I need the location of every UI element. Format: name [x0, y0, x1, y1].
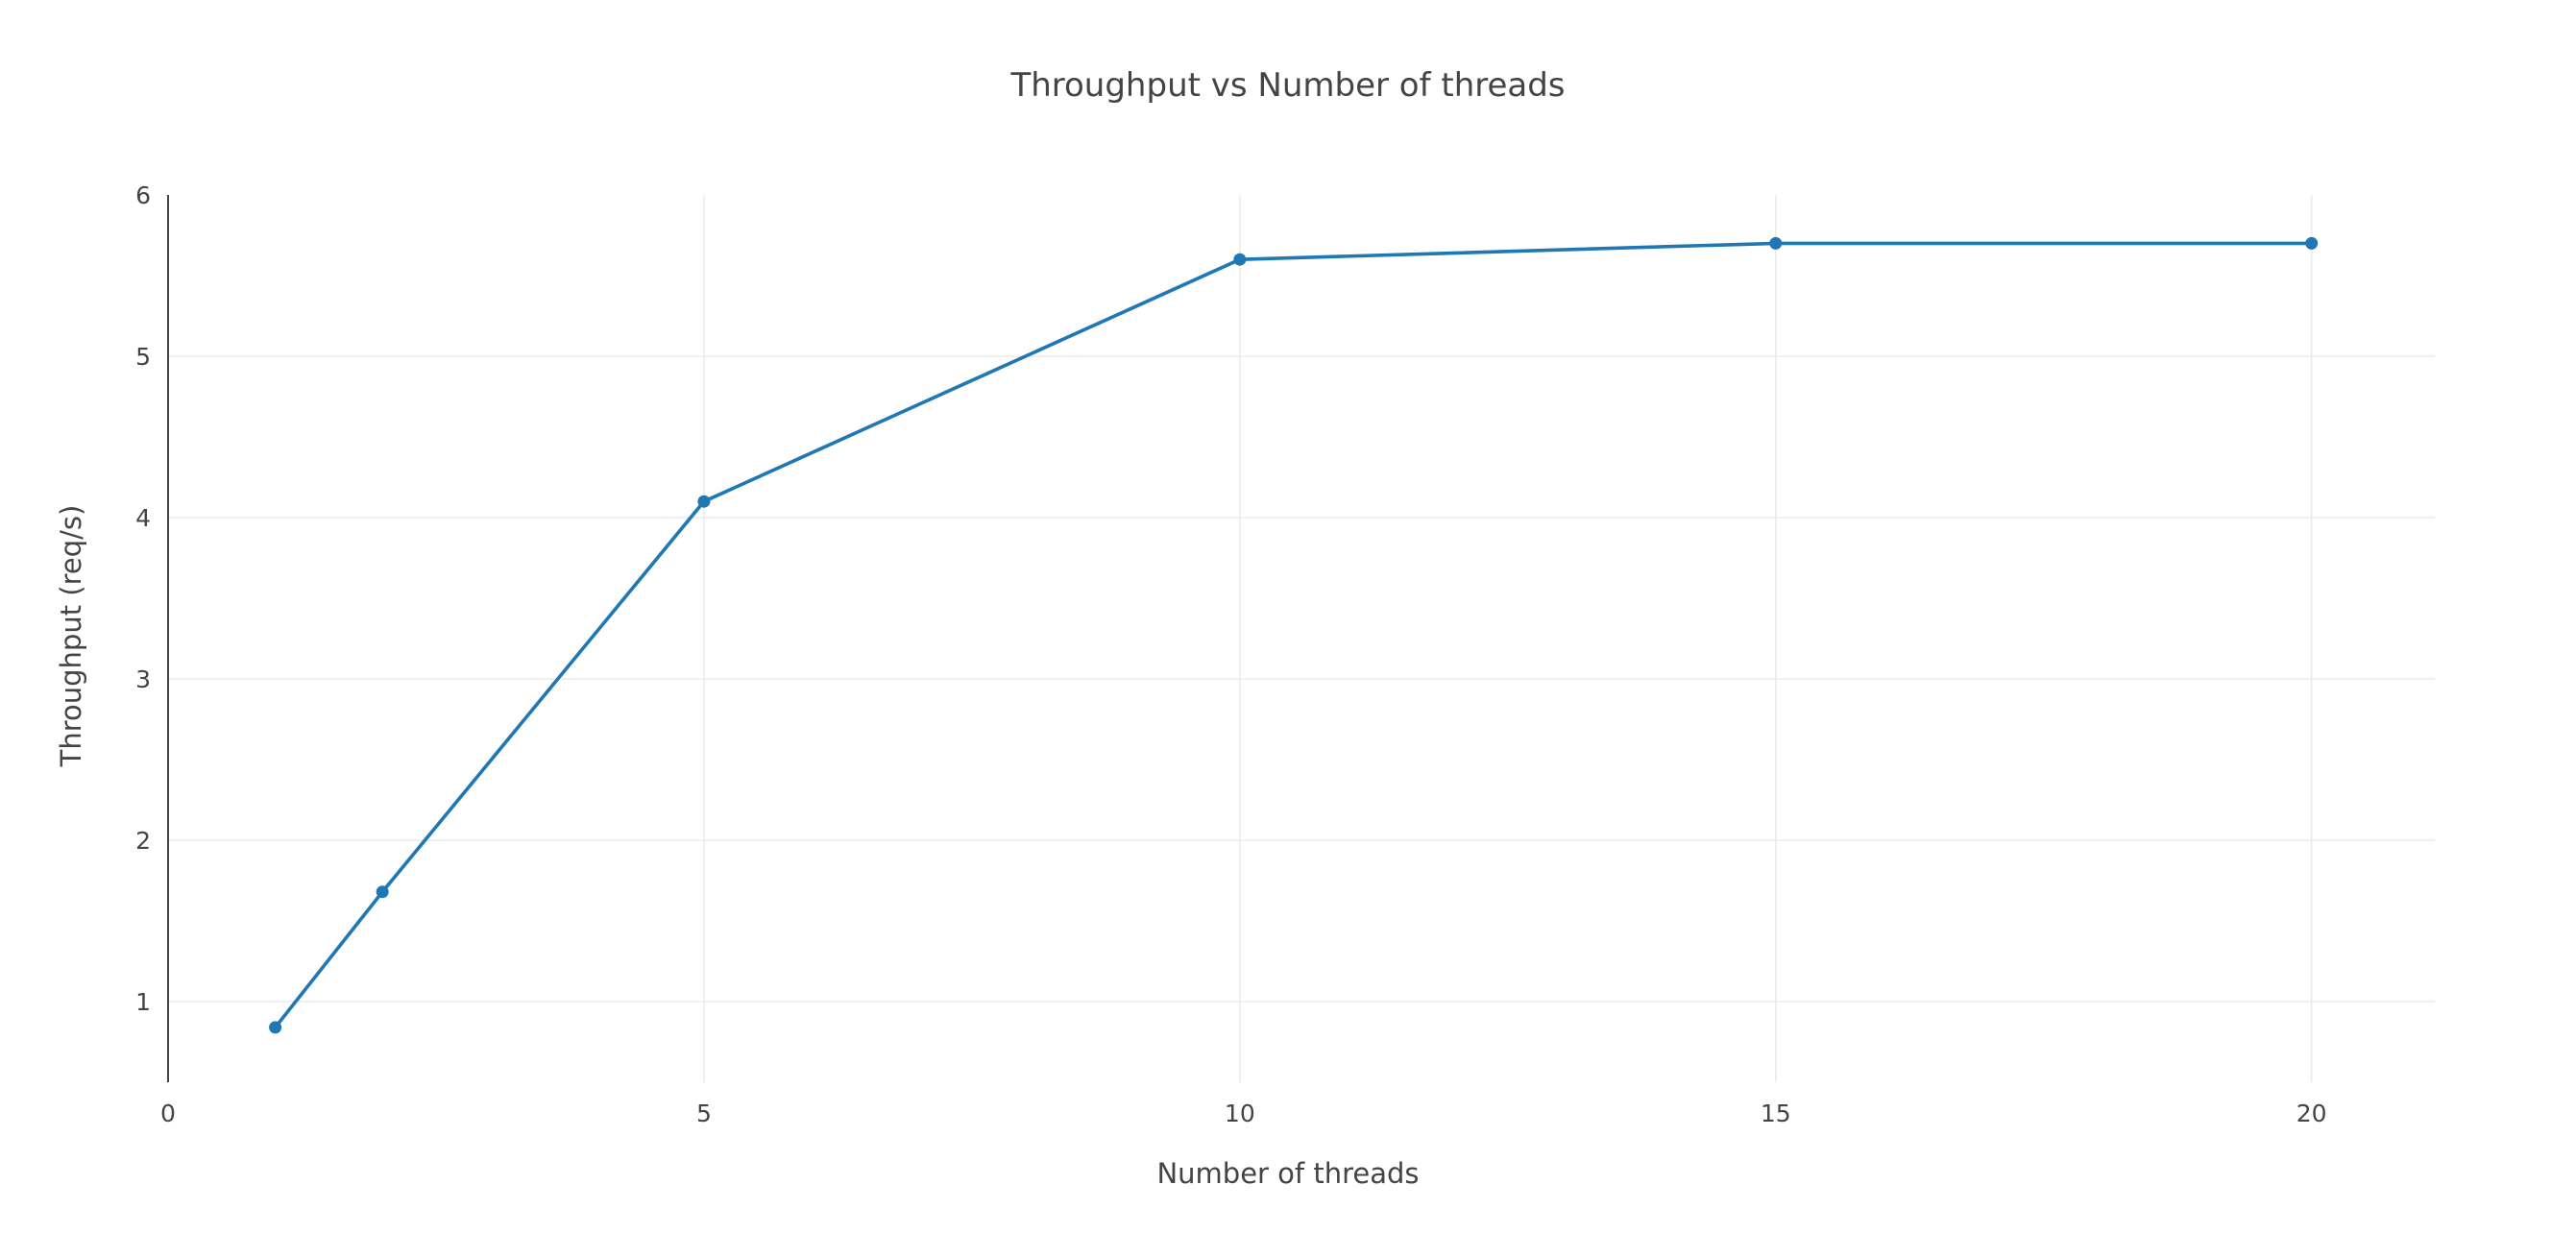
chart-title: Throughput vs Number of threads [1009, 66, 1565, 105]
x-tick-label: 0 [160, 1100, 176, 1127]
y-tick-label: 5 [135, 343, 151, 371]
data-point [269, 1021, 282, 1034]
y-tick-label: 1 [135, 988, 151, 1016]
y-axis-title: Throughput (req/s) [55, 505, 87, 768]
x-tick-label: 20 [2297, 1100, 2327, 1127]
axis-layer: 1 2 3 4 5 6 0 5 10 15 20 [135, 181, 2326, 1127]
y-tick-label: 6 [135, 181, 151, 209]
series-line [273, 241, 2314, 1029]
data-point [2305, 236, 2319, 250]
x-axis-title: Number of threads [1156, 1157, 1419, 1190]
x-tick-label: 5 [696, 1100, 712, 1127]
y-tick-label: 4 [135, 504, 151, 532]
y-tick-label: 2 [135, 827, 151, 855]
data-point [376, 885, 389, 899]
series-layer [269, 236, 2319, 1034]
data-point [1769, 236, 1783, 250]
y-tick-label: 3 [135, 665, 151, 693]
data-point [1233, 253, 1247, 266]
grid-layer [168, 195, 2435, 1082]
data-point [697, 495, 711, 508]
x-tick-label: 15 [1761, 1100, 1791, 1127]
x-tick-label: 10 [1225, 1100, 1255, 1127]
